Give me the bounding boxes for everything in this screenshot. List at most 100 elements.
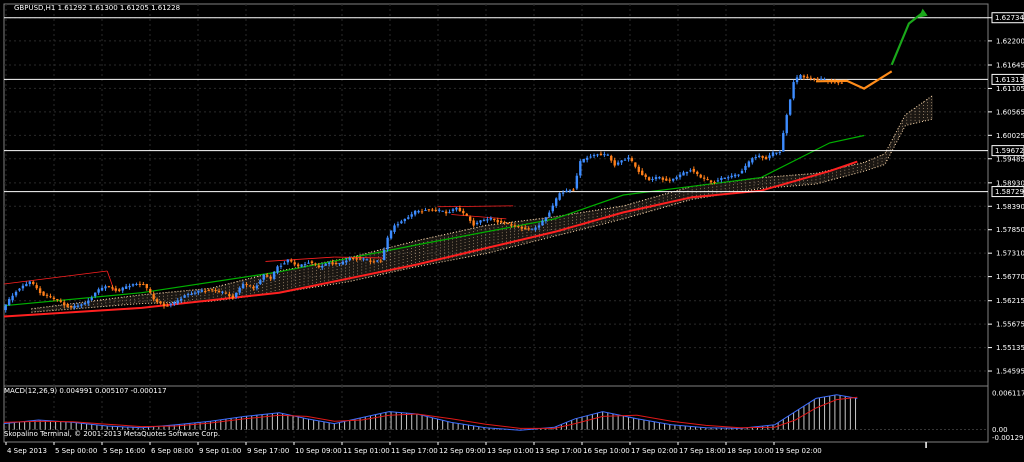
candle-body <box>637 166 640 172</box>
macd-tick-label: -0.001299 <box>992 434 1024 442</box>
candle-body <box>479 220 482 223</box>
candle-body <box>747 161 751 167</box>
macd-panel <box>3 394 988 431</box>
candle-body <box>468 216 472 221</box>
candle-body <box>396 224 400 226</box>
candle-body <box>661 177 665 180</box>
candle-body <box>513 225 517 227</box>
candle-body <box>279 265 283 267</box>
time-tick-label: 11 Sep 17:00 <box>391 447 438 455</box>
candle-body <box>200 290 204 292</box>
candle-body <box>802 75 806 78</box>
candle-body <box>641 170 644 176</box>
candle-body <box>241 284 245 289</box>
candle-body <box>465 213 468 216</box>
candle-body <box>173 302 176 305</box>
candle-body <box>534 227 537 230</box>
candle-body <box>713 181 716 183</box>
price-tick-label: 1.57850 <box>996 226 1024 234</box>
candle-body <box>768 155 771 159</box>
candle-body <box>358 258 362 260</box>
candle-body <box>221 291 224 293</box>
time-tick-label: 6 Sep 08:00 <box>151 447 193 455</box>
candle-body <box>558 193 561 200</box>
candle-body <box>42 291 45 296</box>
candle-body <box>754 156 757 159</box>
candle-body <box>124 286 128 289</box>
candle-body <box>293 262 296 265</box>
candle-body <box>651 178 654 180</box>
candle-body <box>159 301 162 304</box>
candle-body <box>771 152 775 156</box>
level-price-box <box>991 186 1024 198</box>
candle-body <box>671 178 675 181</box>
candle-body <box>572 189 575 191</box>
candle-body <box>104 286 107 289</box>
level-price-box <box>991 145 1024 157</box>
candle-body <box>296 264 300 267</box>
candle-body <box>407 217 410 219</box>
candle-body <box>751 158 754 163</box>
price-tick-label: 1.61645 <box>996 61 1024 69</box>
candle-body <box>59 300 62 302</box>
candle-body <box>334 263 338 265</box>
price-tick-label: 1.55675 <box>996 321 1024 329</box>
candle-body <box>97 289 100 293</box>
candle-body <box>214 290 217 292</box>
candle-body <box>259 280 262 284</box>
candle-body <box>38 288 42 294</box>
candle-body <box>25 284 28 287</box>
copyright-text: Skopalino Terminal, © 2001-2013 MetaQuot… <box>4 430 220 438</box>
candle-body <box>272 271 276 279</box>
candle-body <box>352 257 355 259</box>
candle-body <box>720 177 723 180</box>
candle-body <box>276 266 279 273</box>
candle-body <box>809 77 813 79</box>
candle-body <box>685 171 689 174</box>
candle-body <box>420 211 424 213</box>
macd-signal-line <box>3 396 858 429</box>
candle-body <box>11 295 14 301</box>
candle-body <box>444 211 448 214</box>
candle-body <box>21 285 25 289</box>
candle-body <box>709 180 713 183</box>
candle-body <box>290 260 293 262</box>
candle-body <box>517 226 520 228</box>
price-tick-label: 1.60565 <box>996 108 1024 116</box>
candle-body <box>207 290 210 292</box>
candle-body <box>327 262 331 265</box>
candle-body <box>613 160 616 166</box>
candle-body <box>45 294 49 296</box>
candle-body <box>596 154 599 156</box>
candle-body <box>644 174 647 177</box>
candle-body <box>699 174 702 178</box>
candle-body <box>63 302 66 306</box>
candle-body <box>795 77 799 83</box>
price-tick-label: 1.57310 <box>996 250 1024 258</box>
candle-body <box>482 220 486 222</box>
candle-body <box>365 259 369 261</box>
candle-body <box>606 154 610 156</box>
time-tick-label: 17 Sep 18:00 <box>679 447 726 455</box>
channel-line <box>265 256 335 262</box>
candle-body <box>314 263 317 265</box>
candle-body <box>585 157 589 160</box>
candle-body <box>678 174 682 178</box>
candle-body <box>840 82 843 84</box>
candle-body <box>210 289 214 291</box>
candle-body <box>816 78 819 80</box>
candle-body <box>324 263 327 266</box>
candle-body <box>269 277 272 279</box>
candle-body <box>155 299 159 303</box>
candle-body <box>14 291 18 296</box>
candle-body <box>434 209 437 211</box>
candle-body <box>379 260 382 262</box>
time-tick-label: 18 Sep 10:00 <box>727 447 774 455</box>
candle-body <box>623 159 627 161</box>
main-header: GBPUSD,H1 1.61292 1.61300 1.61205 1.6122… <box>14 4 180 12</box>
candle-body <box>149 289 152 293</box>
candle-body <box>806 76 809 79</box>
time-tick-label: 4 Sep 2013 <box>7 447 47 455</box>
candle-body <box>317 265 321 268</box>
